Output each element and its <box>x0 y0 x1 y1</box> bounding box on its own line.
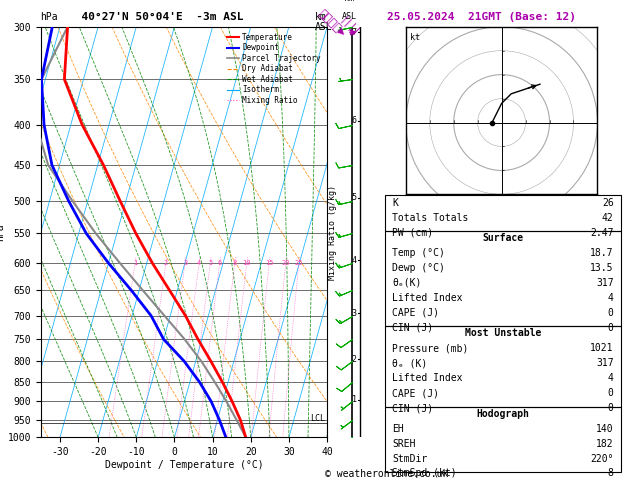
Text: 26: 26 <box>602 198 614 208</box>
Text: ⦀⦀⦀⦀▶: ⦀⦀⦀⦀▶ <box>316 8 348 39</box>
Text: 40°27'N 50°04'E  -3m ASL: 40°27'N 50°04'E -3m ASL <box>41 12 243 22</box>
Text: CIN (J): CIN (J) <box>392 323 433 333</box>
Bar <box>385 326 621 407</box>
Text: 20: 20 <box>282 260 290 266</box>
Text: Mixing Ratio (g/kg): Mixing Ratio (g/kg) <box>328 185 337 279</box>
Text: CAPE (J): CAPE (J) <box>392 388 439 398</box>
Text: 2: 2 <box>164 260 168 266</box>
Text: hPa: hPa <box>40 12 57 22</box>
Text: 42: 42 <box>602 212 614 223</box>
Bar <box>385 231 621 326</box>
Text: ASL: ASL <box>314 22 332 32</box>
Text: 15: 15 <box>265 260 274 266</box>
Text: 0: 0 <box>608 323 614 333</box>
Text: 4: 4 <box>352 256 357 265</box>
Text: PW (cm): PW (cm) <box>392 227 433 238</box>
Text: Surface: Surface <box>482 233 523 243</box>
Text: 13.5: 13.5 <box>590 263 614 273</box>
Text: 25.05.2024  21GMT (Base: 12): 25.05.2024 21GMT (Base: 12) <box>387 12 576 22</box>
Text: 5: 5 <box>208 260 213 266</box>
Bar <box>385 195 621 231</box>
Text: Lifted Index: Lifted Index <box>392 373 462 383</box>
Text: Lifted Index: Lifted Index <box>392 293 462 303</box>
Text: 6: 6 <box>352 116 357 125</box>
X-axis label: Dewpoint / Temperature (°C): Dewpoint / Temperature (°C) <box>104 460 264 470</box>
Text: 1: 1 <box>352 395 357 404</box>
Text: 8: 8 <box>233 260 237 266</box>
Text: 140: 140 <box>596 424 614 434</box>
Text: Dewp (°C): Dewp (°C) <box>392 263 445 273</box>
Text: ASL: ASL <box>342 12 357 21</box>
Text: 4: 4 <box>608 373 614 383</box>
Text: 1: 1 <box>133 260 137 266</box>
Text: CIN (J): CIN (J) <box>392 403 433 413</box>
Text: 3: 3 <box>352 309 357 318</box>
Text: CAPE (J): CAPE (J) <box>392 308 439 318</box>
Text: 10: 10 <box>243 260 251 266</box>
Text: θₑ (K): θₑ (K) <box>392 358 427 368</box>
Text: 182: 182 <box>596 438 614 449</box>
Text: kt: kt <box>409 34 420 42</box>
Text: 7: 7 <box>352 28 357 37</box>
Text: 2: 2 <box>352 355 357 364</box>
Bar <box>385 407 621 472</box>
Text: Temp (°C): Temp (°C) <box>392 248 445 258</box>
Text: 4: 4 <box>608 293 614 303</box>
Y-axis label: hPa: hPa <box>0 223 5 241</box>
Text: 25: 25 <box>295 260 303 266</box>
Text: 4: 4 <box>197 260 201 266</box>
Text: 1021: 1021 <box>590 344 614 353</box>
Text: StmSpd (kt): StmSpd (kt) <box>392 469 457 478</box>
Text: StmDir: StmDir <box>392 453 427 464</box>
Text: ||||: |||| <box>337 15 362 39</box>
Text: 317: 317 <box>596 358 614 368</box>
Legend: Temperature, Dewpoint, Parcel Trajectory, Dry Adiabat, Wet Adiabat, Isotherm, Mi: Temperature, Dewpoint, Parcel Trajectory… <box>225 31 323 107</box>
Text: km: km <box>314 12 326 22</box>
Text: 3: 3 <box>183 260 187 266</box>
Text: 0: 0 <box>608 308 614 318</box>
Text: km: km <box>344 0 354 3</box>
Text: EH: EH <box>392 424 404 434</box>
Text: 8: 8 <box>608 469 614 478</box>
Text: LCL: LCL <box>310 414 325 423</box>
Text: 6: 6 <box>218 260 222 266</box>
Text: Totals Totals: Totals Totals <box>392 212 469 223</box>
Text: 5: 5 <box>352 193 357 202</box>
Text: 0: 0 <box>608 388 614 398</box>
Text: Pressure (mb): Pressure (mb) <box>392 344 469 353</box>
Text: 317: 317 <box>596 278 614 288</box>
Text: SREH: SREH <box>392 438 416 449</box>
Text: © weatheronline.co.uk: © weatheronline.co.uk <box>325 469 448 479</box>
Text: Hodograph: Hodograph <box>476 409 530 419</box>
Text: 0: 0 <box>608 403 614 413</box>
Text: 220°: 220° <box>590 453 614 464</box>
Text: Most Unstable: Most Unstable <box>465 329 541 338</box>
Text: 18.7: 18.7 <box>590 248 614 258</box>
Text: K: K <box>392 198 398 208</box>
Text: θₑ(K): θₑ(K) <box>392 278 421 288</box>
Text: 2.47: 2.47 <box>590 227 614 238</box>
